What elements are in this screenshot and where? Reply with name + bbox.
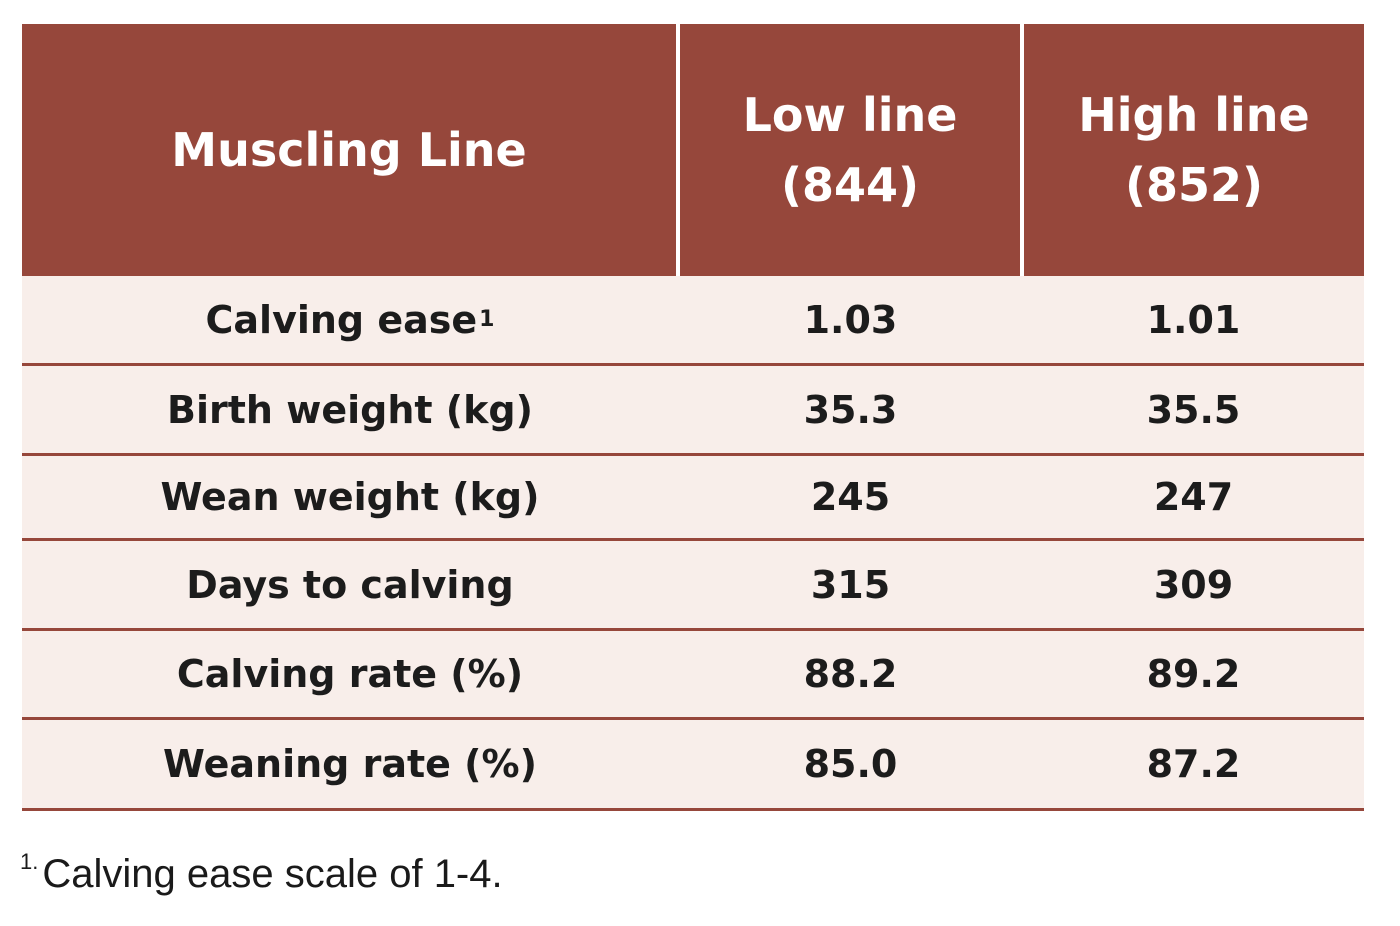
table-row: Birth weight (kg) 35.3 35.5 [22, 366, 1364, 456]
table-row: Calving rate (%) 88.2 89.2 [22, 631, 1364, 720]
row-label: Days to calving [186, 562, 514, 607]
table-row: Weaning rate (%) 85.0 87.2 [22, 720, 1364, 811]
high-line-value: 309 [1153, 562, 1234, 607]
row-label: Calving ease 1 [205, 297, 495, 342]
header-high-line-count: (852) [1124, 158, 1264, 212]
row-label: Calving rate (%) [176, 652, 524, 696]
high-line-value: 89.2 [1146, 652, 1241, 696]
table-footnote: 1. Calving ease scale of 1-4. [20, 849, 503, 897]
low-line-value: 88.2 [803, 652, 898, 696]
header-low-line: Low line (844) [680, 24, 1021, 276]
row-label: Birth weight (kg) [167, 387, 533, 432]
table-row: Calving ease 1 1.03 1.01 [22, 276, 1364, 366]
low-line-value: 245 [810, 475, 891, 519]
row-label: Weaning rate (%) [163, 742, 537, 786]
header-low-line-label: Low line [742, 88, 958, 142]
row-label: Wean weight (kg) [160, 475, 540, 519]
header-high-line-label: High line [1078, 88, 1310, 142]
table-row: Wean weight (kg) 245 247 [22, 456, 1364, 541]
header-muscling-line: Muscling Line [22, 24, 677, 276]
low-line-value: 1.03 [803, 297, 898, 342]
low-line-value: 35.3 [803, 387, 898, 432]
footnote-mark: 1. [20, 849, 39, 874]
row-label-text: Calving ease [205, 297, 478, 342]
header-high-line: High line (852) [1024, 24, 1364, 276]
header-muscling-line-label: Muscling Line [171, 123, 527, 177]
header-low-line-count: (844) [780, 158, 920, 212]
high-line-value: 1.01 [1146, 297, 1241, 342]
table-header-row: Muscling Line Low line (844) High line (… [22, 24, 1364, 276]
table-row: Days to calving 315 309 [22, 541, 1364, 631]
high-line-value: 35.5 [1146, 387, 1241, 432]
footnote-text: Calving ease scale of 1-4. [42, 852, 503, 896]
high-line-value: 87.2 [1146, 742, 1241, 786]
high-line-value: 247 [1153, 475, 1234, 519]
low-line-value: 85.0 [803, 742, 898, 786]
data-table: Muscling Line Low line (844) High line (… [22, 24, 1364, 811]
low-line-value: 315 [810, 562, 891, 607]
